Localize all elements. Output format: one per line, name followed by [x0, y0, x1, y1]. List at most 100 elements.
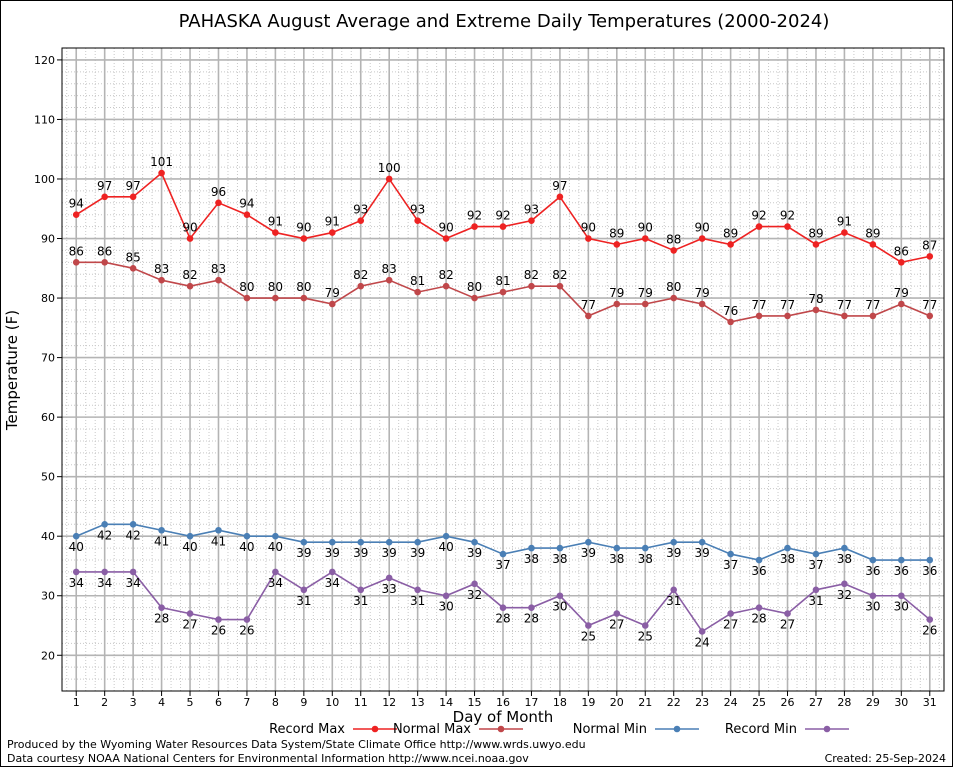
data-point	[528, 217, 535, 224]
data-point	[328, 229, 336, 236]
data-point	[129, 264, 137, 272]
data-point	[499, 288, 507, 296]
data-point	[158, 526, 165, 534]
data-label: 92	[467, 209, 482, 223]
x-tick-label: 27	[809, 696, 823, 709]
data-point	[812, 306, 820, 314]
data-point	[72, 568, 80, 576]
data-label: 77	[780, 298, 795, 312]
data-label: 79	[609, 286, 624, 300]
data-label: 86	[894, 244, 909, 258]
data-label: 91	[837, 215, 852, 229]
data-point	[215, 276, 222, 284]
data-label: 40	[182, 540, 197, 554]
data-point	[727, 241, 734, 248]
data-label: 79	[894, 286, 909, 300]
data-point	[926, 616, 934, 623]
data-point	[357, 586, 365, 594]
y-tick-label: 90	[41, 233, 55, 246]
x-tick-label: 3	[130, 696, 137, 709]
y-tick-label: 100	[34, 173, 55, 186]
x-tick-label: 26	[781, 696, 795, 709]
data-point	[784, 610, 791, 617]
data-label: 38	[638, 552, 653, 566]
data-label: 36	[751, 564, 766, 578]
data-point	[698, 538, 706, 546]
data-point	[471, 538, 478, 546]
data-label: 82	[438, 268, 453, 282]
data-point	[869, 312, 877, 320]
legend-label: Record Max	[269, 722, 345, 737]
data-label: 30	[865, 600, 880, 614]
data-label: 27	[780, 618, 795, 632]
x-tick-label: 5	[187, 696, 194, 709]
data-point	[727, 550, 734, 558]
data-point	[869, 241, 877, 248]
data-label: 79	[325, 286, 340, 300]
data-label: 89	[723, 226, 738, 240]
data-label: 24	[695, 635, 710, 649]
data-point	[215, 199, 222, 207]
data-point	[328, 538, 336, 546]
legend-marker	[673, 725, 681, 733]
data-point	[101, 568, 108, 576]
data-label: 39	[666, 546, 681, 560]
x-tick-label: 24	[724, 696, 738, 709]
data-label: 30	[552, 600, 567, 614]
y-axis-ticks: 20 30 40 50 60 70 80 90 100 110 120	[34, 54, 62, 662]
data-label: 34	[125, 576, 140, 590]
data-label: 28	[751, 612, 766, 626]
data-point	[585, 235, 592, 242]
data-label: 83	[382, 262, 397, 276]
data-point	[414, 538, 421, 546]
data-label: 39	[695, 546, 710, 560]
x-tick-label: 10	[325, 696, 339, 709]
data-point	[585, 312, 592, 320]
data-label: 96	[211, 185, 226, 199]
data-label: 81	[495, 274, 510, 288]
data-point	[499, 223, 507, 230]
footer-created-date: Created: 25-Sep-2024	[824, 752, 946, 765]
data-point	[898, 300, 905, 308]
x-tick-label: 20	[610, 696, 624, 709]
data-point	[215, 526, 222, 534]
y-tick-label: 40	[41, 530, 55, 543]
legend: Record Max Normal Max Normal Min Record Min	[269, 722, 849, 737]
data-point	[72, 211, 80, 219]
data-label: 82	[552, 268, 567, 282]
data-point	[613, 241, 621, 248]
data-label: 79	[638, 286, 653, 300]
data-point	[272, 532, 279, 540]
data-label: 90	[296, 221, 311, 235]
data-point	[528, 604, 535, 611]
data-point	[727, 610, 734, 617]
data-point	[841, 580, 848, 588]
x-tick-label: 7	[243, 696, 250, 709]
data-label: 42	[125, 528, 140, 542]
data-label: 37	[495, 558, 510, 572]
data-label: 39	[353, 546, 368, 560]
data-point	[129, 520, 137, 528]
legend-label: Normal Min	[573, 722, 647, 737]
data-label: 34	[268, 576, 283, 590]
data-label: 86	[69, 244, 84, 258]
data-label: 78	[808, 292, 823, 306]
data-label: 90	[638, 221, 653, 235]
x-tick-label: 1	[73, 696, 80, 709]
data-point	[243, 532, 251, 540]
data-point	[243, 211, 251, 219]
data-label: 82	[353, 268, 368, 282]
data-point	[841, 229, 848, 236]
data-point	[556, 592, 564, 600]
data-point	[585, 622, 592, 629]
data-label: 25	[581, 630, 596, 644]
y-tick-label: 50	[41, 471, 55, 484]
data-label: 101	[150, 155, 173, 169]
x-tick-label: 9	[300, 696, 307, 709]
data-point	[926, 253, 934, 260]
data-label: 92	[751, 209, 766, 223]
data-label: 81	[410, 274, 425, 288]
series-record-min: 34 34 34 28 27 26 26 34 31 34 31 33 31 30 32 28 28 30 25 27…	[69, 568, 937, 649]
data-point	[670, 247, 678, 254]
